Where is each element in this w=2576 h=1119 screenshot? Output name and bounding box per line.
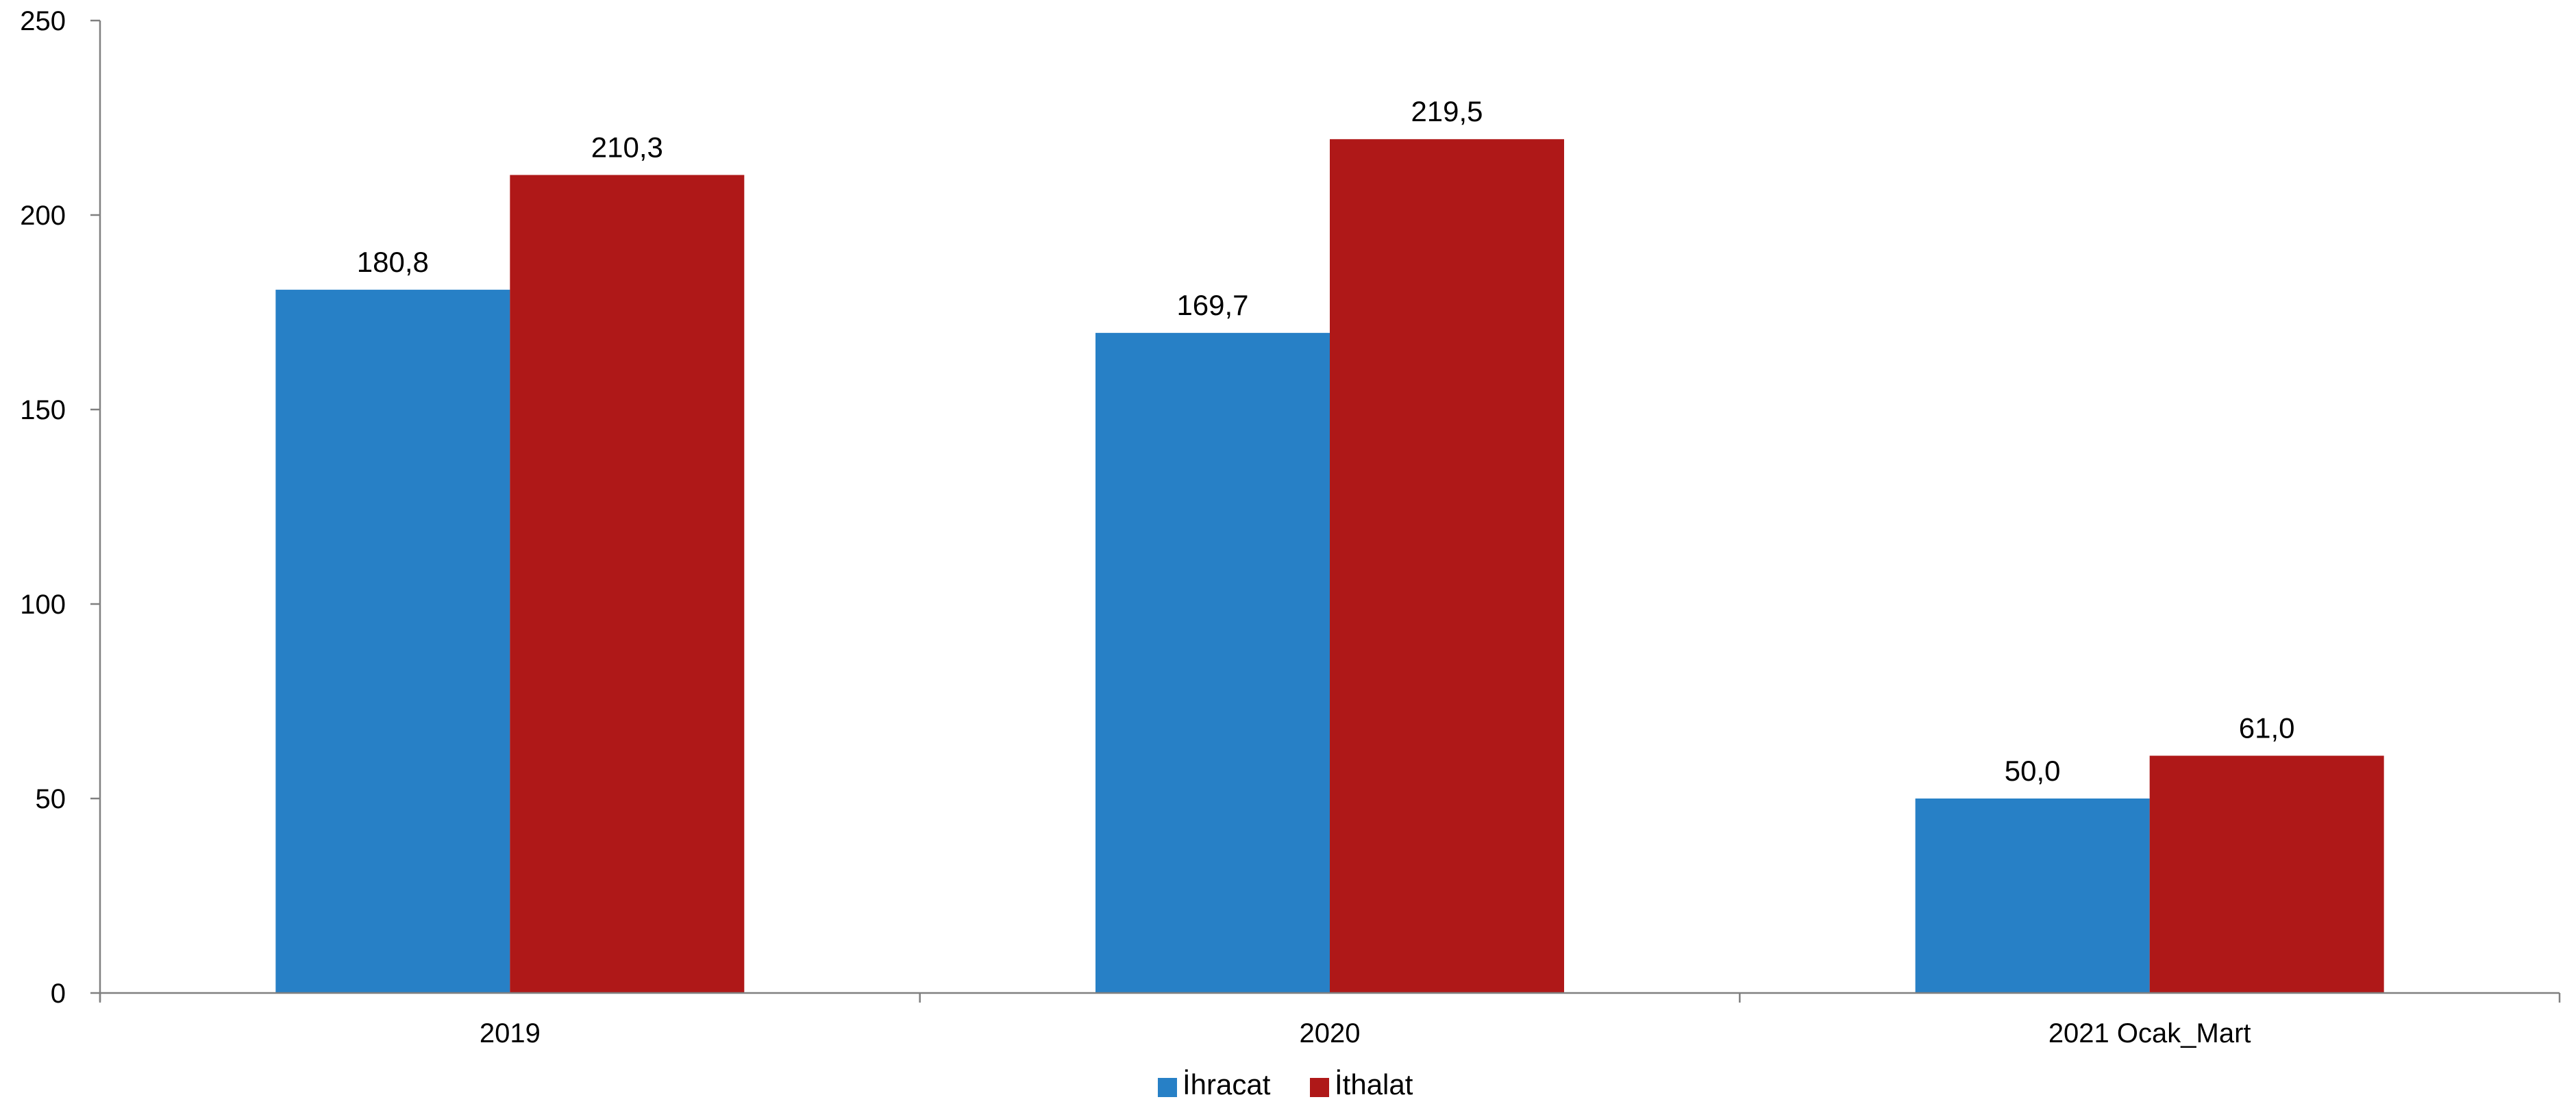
bars-layer [275, 139, 2384, 994]
axes-layer [90, 19, 2561, 1003]
y-tick-label: 0 [51, 979, 66, 1009]
y-tick-label: 50 [36, 784, 66, 814]
bar-İthalat-2019 [510, 175, 745, 994]
y-tick-label: 150 [20, 395, 66, 425]
legend-label: İhracat [1182, 1068, 1271, 1101]
legend-swatch-İhracat [1158, 1078, 1177, 1097]
bar-İhracat-2019 [275, 290, 510, 993]
bar-İthalat-2021 Ocak_Mart [2149, 755, 2384, 993]
data-label: 50,0 [2005, 755, 2061, 787]
data-label: 180,8 [357, 246, 429, 278]
data-label: 61,0 [2239, 712, 2295, 744]
y-tick-label: 200 [20, 201, 66, 231]
y-tick-label: 100 [20, 590, 66, 620]
legend-label: İthalat [1335, 1068, 1413, 1101]
data-label: 210,3 [591, 131, 663, 163]
bar-İhracat-2020 [1095, 333, 1330, 993]
x-tick-label: 2019 [480, 1018, 541, 1048]
legend: İhracat İthalat [1158, 1068, 1413, 1101]
x-tick-label: 2021 Ocak_Mart [2048, 1018, 2251, 1048]
labels-layer: 180,8 210,3 169,7 219,5 50,0 61,0 0 50 100 150 200… [20, 6, 2294, 1048]
y-tick-label: 250 [20, 6, 66, 36]
x-tick-label: 2020 [1300, 1018, 1361, 1048]
bar-İthalat-2020 [1330, 139, 1564, 994]
data-label: 219,5 [1411, 95, 1483, 127]
data-label: 169,7 [1176, 289, 1248, 321]
legend-swatch-İthalat [1310, 1078, 1329, 1097]
bar-İhracat-2021 Ocak_Mart [1915, 799, 2150, 993]
